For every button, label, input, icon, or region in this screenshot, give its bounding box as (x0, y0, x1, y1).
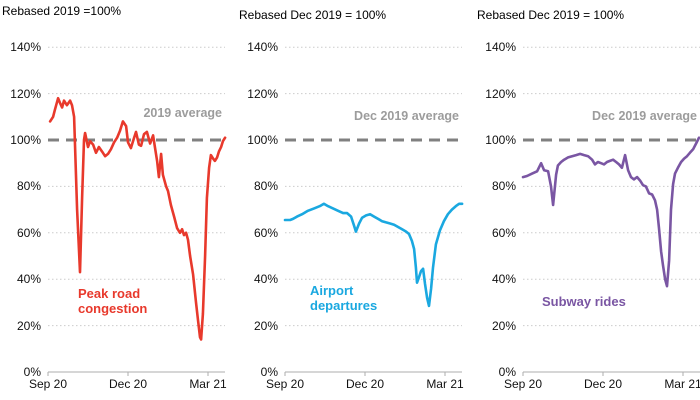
average-line-label: Dec 2019 average (354, 109, 459, 123)
x-tick-label: Mar 21 (664, 377, 700, 391)
y-tick-label: 100% (485, 133, 516, 147)
data-line-peak-road-congestion (48, 96, 227, 341)
y-tick-label: 140% (247, 40, 278, 55)
y-tick-label: 40% (253, 272, 278, 287)
data-line-airport-departures (283, 202, 464, 308)
y-tick-label: 120% (10, 86, 41, 101)
y-tick-label: 140% (485, 40, 516, 55)
x-tick-label: Mar 21 (189, 377, 227, 391)
chart-panel-subway-rides: Rebased Dec 2019 = 100% Dec 2019 average… (475, 0, 700, 400)
y-tick-label: 140% (10, 40, 41, 55)
y-tick-label: 20% (491, 318, 516, 333)
average-line-label: Dec 2019 average (592, 109, 697, 123)
series-label-airport-departures: Airport departures (310, 283, 378, 313)
y-tick-label: 0% (23, 365, 41, 379)
y-tick-label: 0% (260, 365, 278, 379)
y-tick-label: 0% (498, 365, 516, 379)
x-tick-label: Sep 20 (265, 377, 305, 391)
line-chart-airport-departures (283, 46, 464, 376)
x-tick-label: Dec 20 (108, 377, 148, 391)
x-tick-label: Dec 20 (583, 377, 623, 391)
x-tick-label: Sep 20 (503, 377, 543, 391)
y-tick-label: 100% (247, 133, 278, 147)
series-label-peak-road-congestion: Peak road congestion (78, 286, 148, 316)
data-line-subway-rides (521, 136, 700, 288)
y-tick-label: 80% (16, 179, 41, 194)
y-tick-label: 80% (491, 179, 516, 194)
y-tick-label: 20% (16, 318, 41, 333)
y-tick-label: 120% (485, 86, 516, 101)
x-tick-label: Mar 21 (426, 377, 464, 391)
y-tick-label: 80% (253, 179, 278, 194)
y-tick-label: 40% (16, 272, 41, 287)
y-tick-label: 60% (491, 225, 516, 240)
chart-panel-peak-road-congestion: Rebased 2019 =100% 2019 average Peak roa… (0, 0, 233, 400)
y-tick-label: 120% (247, 86, 278, 101)
y-tick-label: 100% (10, 133, 41, 147)
chart-title: Rebased 2019 =100% (2, 4, 122, 18)
average-line-label: 2019 average (143, 106, 222, 120)
line-chart-road-congestion (47, 46, 227, 376)
y-tick-label: 20% (253, 318, 278, 333)
y-tick-label: 60% (253, 225, 278, 240)
series-label-subway-rides: Subway rides (542, 294, 626, 309)
chart-title: Rebased Dec 2019 = 100% (239, 8, 387, 22)
chart-panel-airport-departures: Rebased Dec 2019 = 100% Dec 2019 average… (237, 0, 470, 400)
x-tick-label: Sep 20 (28, 377, 68, 391)
y-tick-label: 60% (16, 225, 41, 240)
y-tick-label: 40% (491, 272, 516, 287)
chart-title: Rebased Dec 2019 = 100% (477, 8, 625, 22)
x-tick-label: Dec 20 (345, 377, 385, 391)
line-chart-subway-rides (521, 46, 700, 376)
